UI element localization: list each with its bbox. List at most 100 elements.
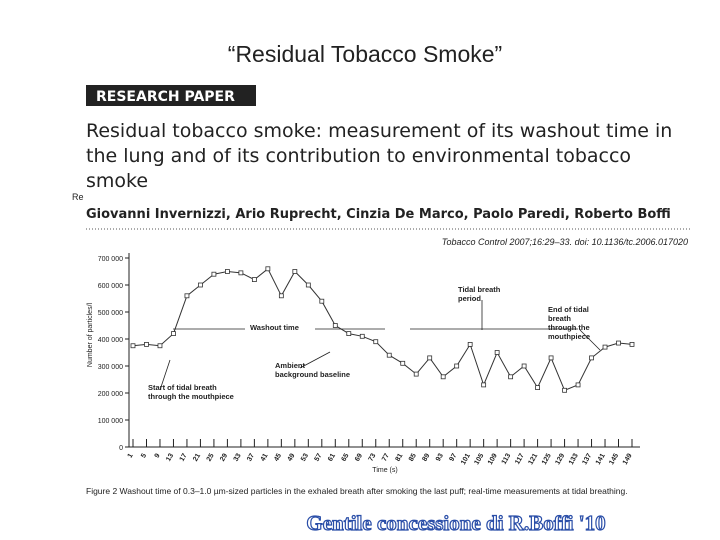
point [562, 387, 567, 393]
x-tick-label: 85 [408, 452, 418, 462]
point [454, 363, 460, 369]
point [535, 385, 540, 391]
point [400, 360, 406, 366]
paper-title: the lung and of its contribution to envi… [86, 145, 631, 167]
x-tick-label: 125 [541, 452, 553, 466]
x-tick-label: 29 [219, 452, 229, 462]
annotation: through the mouthpiece [148, 392, 234, 401]
point [494, 350, 500, 355]
point [157, 343, 163, 349]
point [629, 341, 635, 347]
y-axis-label: Number of particles/l [87, 302, 94, 367]
x-tick-label: 129 [554, 452, 566, 466]
caption: Figure 2 Washout time of 0.3–1.0 µm-size… [86, 486, 628, 496]
y-tick-label: 300 000 [98, 364, 123, 371]
x-tick-label: 9 [154, 452, 162, 459]
x-tick-label: 33 [233, 452, 243, 462]
point [305, 282, 311, 288]
annotation: background baseline [275, 370, 350, 379]
point [319, 298, 325, 304]
x-axis-label: Time (s) [372, 467, 397, 474]
x-tick-label: 69 [354, 452, 364, 462]
credit: Gentile concessione di R.Boffi '10 [306, 511, 605, 535]
point [481, 382, 487, 388]
x-tick-label: 137 [581, 452, 593, 466]
x-tick-label: 121 [527, 452, 539, 466]
annotation: breath [548, 314, 571, 323]
section-label: RESEARCH PAPER [96, 89, 235, 105]
slide-title: “Residual Tobacco Smoke” [228, 41, 502, 67]
point [251, 277, 257, 283]
y-tick-label: 500 000 [98, 310, 123, 317]
paper-title: smoke [86, 170, 148, 192]
y-tick-label: 0 [119, 445, 123, 452]
point [440, 374, 446, 380]
annotation: End of tidal [548, 305, 589, 314]
annotation-arrow [579, 329, 601, 351]
point [184, 293, 190, 299]
x-tick-label: 77 [381, 452, 391, 462]
point [359, 333, 365, 339]
x-tick-label: 101 [460, 452, 472, 466]
x-tick-label: 1 [127, 452, 135, 459]
x-tick-label: 61 [327, 452, 337, 462]
point [346, 331, 352, 337]
point [332, 323, 338, 328]
point [198, 282, 203, 288]
y-tick-label: 100 000 [98, 418, 123, 425]
x-tick-label: 105 [473, 452, 485, 466]
y-tick-label: 700 000 [98, 256, 123, 263]
x-tick-label: 49 [287, 452, 297, 462]
annotation: Washout time [250, 323, 299, 332]
x-tick-label: 13 [165, 452, 175, 462]
annotation: through the [548, 323, 590, 332]
x-tick-label: 141 [595, 452, 607, 466]
point [521, 363, 527, 369]
point [386, 352, 392, 358]
point [278, 293, 284, 299]
point [144, 341, 149, 347]
x-tick-label: 109 [487, 452, 499, 466]
point [171, 331, 176, 337]
x-tick-label: 5 [140, 452, 148, 459]
x-tick-label: 113 [501, 452, 513, 465]
point [616, 340, 621, 346]
point [602, 344, 608, 350]
point [467, 341, 473, 347]
point [225, 269, 230, 274]
point [413, 371, 419, 377]
annotation: Tidal breath [458, 285, 501, 294]
point [238, 270, 244, 276]
x-tick-label: 133 [568, 452, 580, 466]
x-tick-label: 17 [179, 452, 189, 462]
point [130, 343, 136, 349]
paper-title: Residual tobacco smoke: measurement of i… [86, 120, 672, 142]
point [575, 382, 581, 388]
annotation-arrow [159, 359, 171, 391]
x-tick-label: 145 [608, 452, 620, 466]
x-tick-label: 89 [421, 452, 431, 462]
x-tick-label: 37 [246, 452, 256, 462]
x-tick-label: 25 [206, 452, 216, 462]
annotation: mouthpiece [548, 332, 590, 341]
x-tick-label: 97 [448, 452, 458, 462]
annotation: Start of tidal breath [148, 383, 217, 392]
point [427, 355, 433, 361]
fragment: Re [72, 192, 84, 202]
citation: Tobacco Control 2007;16:29–33. doi: 10.1… [442, 237, 688, 247]
section-box [86, 85, 256, 106]
x-tick-label: 117 [514, 452, 526, 465]
point [589, 355, 594, 361]
x-tick-label: 81 [395, 452, 405, 462]
point [211, 271, 217, 277]
x-tick-label: 53 [300, 452, 310, 462]
x-tick-label: 65 [341, 452, 351, 462]
x-tick-label: 57 [314, 452, 324, 462]
point [292, 269, 298, 274]
point [265, 266, 271, 272]
y-tick-label: 600 000 [98, 283, 123, 290]
x-tick-label: 41 [260, 452, 270, 462]
y-tick-label: 200 000 [98, 391, 123, 398]
point [373, 339, 379, 345]
